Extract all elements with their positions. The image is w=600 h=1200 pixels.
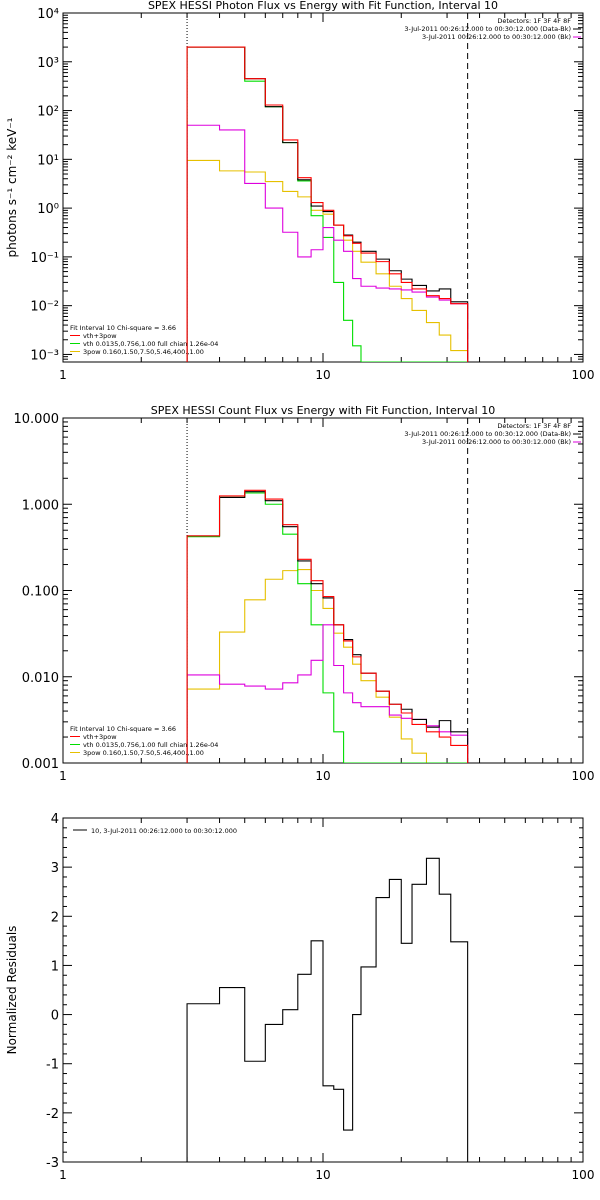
fit-legend-entry: vth+3pow (83, 733, 117, 741)
y-tick-label: -1 (46, 1058, 59, 1073)
x-tick-label: 10 (315, 769, 330, 783)
legend-entry-data: 3-Jul-2011 00:26:12.000 to 00:30:12.000 … (404, 430, 571, 438)
legend-entry-data: 3-Jul-2011 00:26:12.000 to 00:30:12.000 … (404, 25, 571, 33)
y-tick-label: 0.100 (22, 585, 59, 600)
chart-title: SPEX HESSI Count Flux vs Energy with Fit… (151, 404, 495, 417)
y-axis-label: photons s⁻¹ cm⁻² keV⁻¹ (5, 117, 19, 257)
plot-area (186, 13, 469, 362)
plot-area (186, 418, 469, 763)
fit-legend-entry: 3pow 0.160,1.50,7.50,5.46,400.,1.00 (83, 348, 204, 356)
fit-legend-entry: vth 0.0135,0.756,1.00 full chian 1.26e-0… (83, 340, 218, 348)
fit-summary: Fit Interval 10 Chi-square = 3.66 (70, 324, 176, 332)
chart-title: SPEX HESSI Photon Flux vs Energy with Fi… (148, 0, 498, 12)
y-tick-label: 10.000 (14, 412, 60, 427)
y-tick-label: -3 (46, 1156, 59, 1171)
x-tick-label: 1 (59, 1168, 67, 1182)
series-bk-line (186, 124, 469, 362)
fit-legend-entry: vth+3pow (83, 332, 117, 340)
legend-entry-bk: 3-Jul-2011 00:26:12.000 to 00:30:12.000 … (422, 438, 571, 446)
y-tick-label: 10⁻¹ (30, 251, 59, 266)
x-tick-label: 1 (59, 368, 67, 382)
y-tick-label: 2 (51, 910, 59, 925)
fit-summary: Fit Interval 10 Chi-square = 3.66 (70, 725, 176, 733)
y-tick-label: 10⁰ (37, 202, 59, 217)
chart-panel-3: Normalized Residuals 1 10 100 -3 -2 -1 0 1 2 3 4 10,… (5, 812, 594, 1182)
series-fit-line (186, 46, 469, 362)
series-fit-line (186, 489, 469, 763)
x-tick-label: 10 (315, 1168, 330, 1182)
legend-entry: 10, 3-Jul-2011 00:26:12.000 to 00:30:12.… (91, 827, 237, 835)
plot-area (186, 857, 469, 1162)
y-tick-label: 10¹ (37, 153, 59, 168)
y-tick-label: 0.010 (22, 671, 59, 686)
fit-legend-entry: 3pow 0.160,1.50,7.50,5.46,400.,1.00 (83, 749, 204, 757)
x-tick-label: 1 (59, 769, 67, 783)
y-tick-label: 10³ (37, 56, 59, 71)
chart-panel-1: SPEX HESSI Photon Flux vs Energy with Fi… (5, 0, 594, 382)
x-tick-label: 10 (315, 368, 330, 382)
y-tick-label: 3 (51, 861, 59, 876)
legend-detectors: Detectors: 1F 3F 4F 8F (497, 17, 571, 25)
y-tick-label: 10⁴ (37, 7, 59, 22)
series-pow-line (186, 568, 469, 763)
series-pow-line (186, 159, 469, 362)
y-tick-label: 1 (51, 959, 59, 974)
legend-entry-bk: 3-Jul-2011 00:26:12.000 to 00:30:12.000 … (422, 33, 571, 41)
y-tick-label: -2 (46, 1107, 59, 1122)
y-tick-label: 10⁻² (30, 300, 59, 315)
y-tick-label: 4 (51, 812, 59, 827)
y-tick-label: 10² (37, 105, 59, 120)
chart-panel-2: SPEX HESSI Count Flux vs Energy with Fit… (14, 404, 595, 783)
series-residuals-line (186, 857, 469, 1162)
series-bk-line (186, 624, 469, 763)
y-tick-label: 1.000 (22, 498, 59, 513)
x-tick-label: 100 (572, 769, 595, 783)
x-tick-label: 100 (572, 1168, 595, 1182)
series-vth-line (186, 46, 469, 362)
legend-detectors: Detectors: 1F 3F 4F 8F (497, 422, 571, 430)
y-axis-label: Normalized Residuals (5, 926, 19, 1055)
y-tick-label: 10⁻³ (30, 348, 59, 363)
y-tick-label: 0 (51, 1009, 59, 1024)
fit-legend-entry: vth 0.0135,0.756,1.00 full chian 1.26e-0… (83, 741, 218, 749)
series-data-line (186, 46, 469, 362)
plot-frame (62, 12, 584, 363)
x-tick-label: 100 (572, 368, 595, 382)
y-tick-label: 0.001 (22, 757, 59, 772)
